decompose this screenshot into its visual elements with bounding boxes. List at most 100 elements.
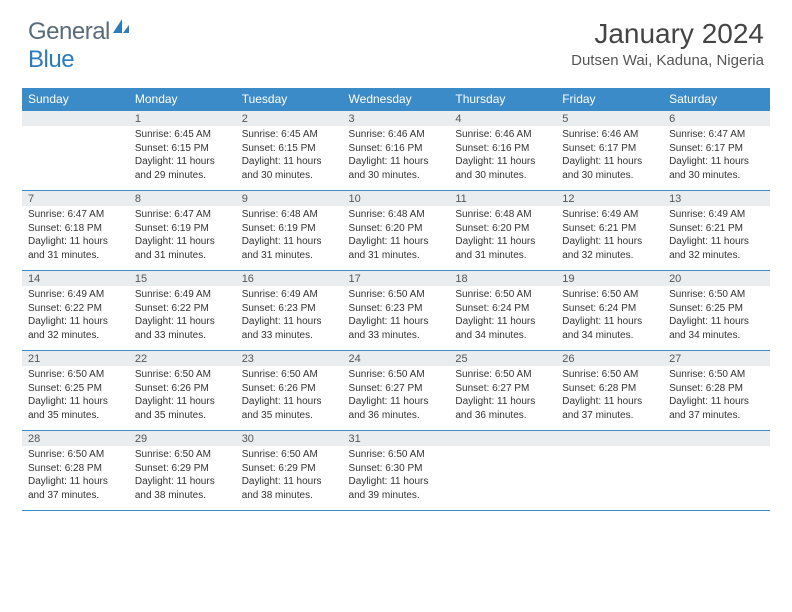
day-details: Sunrise: 6:50 AMSunset: 6:25 PMDaylight:… <box>28 368 123 422</box>
day-details: Sunrise: 6:50 AMSunset: 6:24 PMDaylight:… <box>455 288 550 342</box>
day-number-cell: 19 <box>556 271 663 287</box>
day-details: Sunrise: 6:50 AMSunset: 6:27 PMDaylight:… <box>455 368 550 422</box>
day-content-cell: Sunrise: 6:50 AMSunset: 6:24 PMDaylight:… <box>556 286 663 351</box>
day-content-cell: Sunrise: 6:48 AMSunset: 6:20 PMDaylight:… <box>343 206 450 271</box>
day-number-cell: 12 <box>556 191 663 207</box>
day-number-cell: 21 <box>22 351 129 367</box>
weekday-header: Thursday <box>449 88 556 111</box>
day-details: Sunrise: 6:49 AMSunset: 6:22 PMDaylight:… <box>135 288 230 342</box>
day-content-cell: Sunrise: 6:50 AMSunset: 6:27 PMDaylight:… <box>343 366 450 431</box>
day-number-cell: 11 <box>449 191 556 207</box>
day-number-cell: 29 <box>129 431 236 447</box>
brand-text: GeneralBlue <box>28 18 130 74</box>
day-content-cell: Sunrise: 6:48 AMSunset: 6:19 PMDaylight:… <box>236 206 343 271</box>
day-content-cell: Sunrise: 6:50 AMSunset: 6:29 PMDaylight:… <box>129 446 236 511</box>
day-number-row: 78910111213 <box>22 191 770 207</box>
day-number-cell: 3 <box>343 111 450 127</box>
day-content-cell: Sunrise: 6:50 AMSunset: 6:25 PMDaylight:… <box>22 366 129 431</box>
day-content-cell: Sunrise: 6:46 AMSunset: 6:16 PMDaylight:… <box>343 126 450 191</box>
day-content-cell: Sunrise: 6:50 AMSunset: 6:25 PMDaylight:… <box>663 286 770 351</box>
day-content-cell: Sunrise: 6:46 AMSunset: 6:16 PMDaylight:… <box>449 126 556 191</box>
day-content-row: Sunrise: 6:50 AMSunset: 6:28 PMDaylight:… <box>22 446 770 511</box>
day-number-cell: 24 <box>343 351 450 367</box>
day-number-cell: 13 <box>663 191 770 207</box>
day-number-cell: 6 <box>663 111 770 127</box>
day-content-row: Sunrise: 6:50 AMSunset: 6:25 PMDaylight:… <box>22 366 770 431</box>
day-content-cell: Sunrise: 6:50 AMSunset: 6:28 PMDaylight:… <box>663 366 770 431</box>
day-details: Sunrise: 6:50 AMSunset: 6:28 PMDaylight:… <box>669 368 764 422</box>
day-number-cell: 17 <box>343 271 450 287</box>
day-details: Sunrise: 6:50 AMSunset: 6:23 PMDaylight:… <box>349 288 444 342</box>
day-content-cell: Sunrise: 6:47 AMSunset: 6:17 PMDaylight:… <box>663 126 770 191</box>
day-details: Sunrise: 6:48 AMSunset: 6:20 PMDaylight:… <box>349 208 444 262</box>
day-content-cell <box>556 446 663 511</box>
brand-part2: Blue <box>28 46 74 73</box>
day-number-cell: 31 <box>343 431 450 447</box>
day-number-cell: 4 <box>449 111 556 127</box>
weekday-header-row: SundayMondayTuesdayWednesdayThursdayFrid… <box>22 88 770 111</box>
day-number-cell <box>22 111 129 127</box>
day-details: Sunrise: 6:50 AMSunset: 6:26 PMDaylight:… <box>135 368 230 422</box>
day-details: Sunrise: 6:49 AMSunset: 6:21 PMDaylight:… <box>669 208 764 262</box>
day-number-row: 14151617181920 <box>22 271 770 287</box>
day-number-cell: 15 <box>129 271 236 287</box>
day-details: Sunrise: 6:50 AMSunset: 6:30 PMDaylight:… <box>349 448 444 502</box>
title-block: January 2024 Dutsen Wai, Kaduna, Nigeria <box>571 18 764 69</box>
day-number-cell: 1 <box>129 111 236 127</box>
day-content-cell: Sunrise: 6:50 AMSunset: 6:28 PMDaylight:… <box>22 446 129 511</box>
day-content-cell <box>663 446 770 511</box>
day-number-row: 21222324252627 <box>22 351 770 367</box>
day-number-cell: 5 <box>556 111 663 127</box>
day-details: Sunrise: 6:47 AMSunset: 6:19 PMDaylight:… <box>135 208 230 262</box>
day-content-row: Sunrise: 6:45 AMSunset: 6:15 PMDaylight:… <box>22 126 770 191</box>
day-number-cell: 20 <box>663 271 770 287</box>
day-content-cell: Sunrise: 6:50 AMSunset: 6:28 PMDaylight:… <box>556 366 663 431</box>
day-details: Sunrise: 6:50 AMSunset: 6:29 PMDaylight:… <box>242 448 337 502</box>
day-details: Sunrise: 6:49 AMSunset: 6:23 PMDaylight:… <box>242 288 337 342</box>
day-details: Sunrise: 6:49 AMSunset: 6:21 PMDaylight:… <box>562 208 657 262</box>
location-text: Dutsen Wai, Kaduna, Nigeria <box>571 52 764 69</box>
day-details: Sunrise: 6:46 AMSunset: 6:16 PMDaylight:… <box>349 128 444 182</box>
day-content-cell: Sunrise: 6:45 AMSunset: 6:15 PMDaylight:… <box>129 126 236 191</box>
day-content-cell: Sunrise: 6:50 AMSunset: 6:24 PMDaylight:… <box>449 286 556 351</box>
day-details: Sunrise: 6:46 AMSunset: 6:17 PMDaylight:… <box>562 128 657 182</box>
weekday-header: Friday <box>556 88 663 111</box>
day-content-row: Sunrise: 6:49 AMSunset: 6:22 PMDaylight:… <box>22 286 770 351</box>
day-number-cell: 25 <box>449 351 556 367</box>
day-content-cell: Sunrise: 6:47 AMSunset: 6:19 PMDaylight:… <box>129 206 236 271</box>
day-number-cell: 23 <box>236 351 343 367</box>
day-content-cell: Sunrise: 6:50 AMSunset: 6:29 PMDaylight:… <box>236 446 343 511</box>
brand-logo: GeneralBlue <box>28 18 130 74</box>
day-content-cell: Sunrise: 6:50 AMSunset: 6:23 PMDaylight:… <box>343 286 450 351</box>
day-number-cell: 22 <box>129 351 236 367</box>
day-content-cell: Sunrise: 6:47 AMSunset: 6:18 PMDaylight:… <box>22 206 129 271</box>
day-details: Sunrise: 6:50 AMSunset: 6:25 PMDaylight:… <box>669 288 764 342</box>
day-details: Sunrise: 6:50 AMSunset: 6:28 PMDaylight:… <box>562 368 657 422</box>
day-content-cell: Sunrise: 6:50 AMSunset: 6:26 PMDaylight:… <box>236 366 343 431</box>
day-details: Sunrise: 6:50 AMSunset: 6:28 PMDaylight:… <box>28 448 123 502</box>
day-content-cell: Sunrise: 6:49 AMSunset: 6:23 PMDaylight:… <box>236 286 343 351</box>
day-number-row: 123456 <box>22 111 770 127</box>
day-details: Sunrise: 6:50 AMSunset: 6:27 PMDaylight:… <box>349 368 444 422</box>
weekday-header: Sunday <box>22 88 129 111</box>
day-content-cell: Sunrise: 6:48 AMSunset: 6:20 PMDaylight:… <box>449 206 556 271</box>
day-number-cell: 28 <box>22 431 129 447</box>
day-content-cell: Sunrise: 6:46 AMSunset: 6:17 PMDaylight:… <box>556 126 663 191</box>
day-content-cell: Sunrise: 6:49 AMSunset: 6:21 PMDaylight:… <box>556 206 663 271</box>
day-number-row: 28293031 <box>22 431 770 447</box>
day-number-cell: 2 <box>236 111 343 127</box>
day-number-cell <box>449 431 556 447</box>
day-content-cell: Sunrise: 6:49 AMSunset: 6:22 PMDaylight:… <box>129 286 236 351</box>
weekday-header: Monday <box>129 88 236 111</box>
day-number-cell: 7 <box>22 191 129 207</box>
calendar-table: SundayMondayTuesdayWednesdayThursdayFrid… <box>22 88 770 511</box>
weekday-header: Wednesday <box>343 88 450 111</box>
day-number-cell: 8 <box>129 191 236 207</box>
day-details: Sunrise: 6:47 AMSunset: 6:18 PMDaylight:… <box>28 208 123 262</box>
day-details: Sunrise: 6:49 AMSunset: 6:22 PMDaylight:… <box>28 288 123 342</box>
page-header: GeneralBlue January 2024 Dutsen Wai, Kad… <box>0 0 792 82</box>
day-number-cell: 14 <box>22 271 129 287</box>
sail-icon <box>112 18 130 34</box>
day-number-cell: 9 <box>236 191 343 207</box>
day-number-cell: 16 <box>236 271 343 287</box>
